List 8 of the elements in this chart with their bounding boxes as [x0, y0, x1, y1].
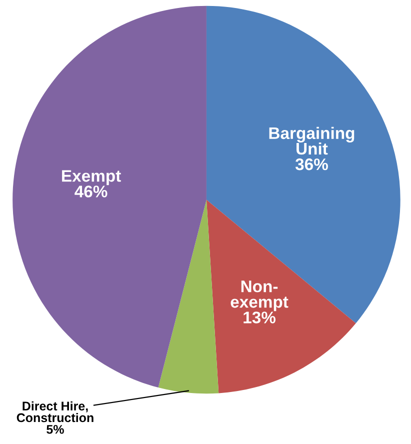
slice-label: Direct Hire, Construction: [16, 401, 94, 422]
data-label: 36%: [295, 158, 328, 170]
slice-label: Bargaining Unit: [269, 126, 354, 155]
slice-label: Exempt: [62, 170, 121, 186]
data-label: 46%: [74, 186, 108, 198]
data-label: 5%: [46, 424, 64, 434]
data-label: 13%: [244, 312, 276, 324]
slice-label: Non- exempt: [230, 280, 288, 312]
